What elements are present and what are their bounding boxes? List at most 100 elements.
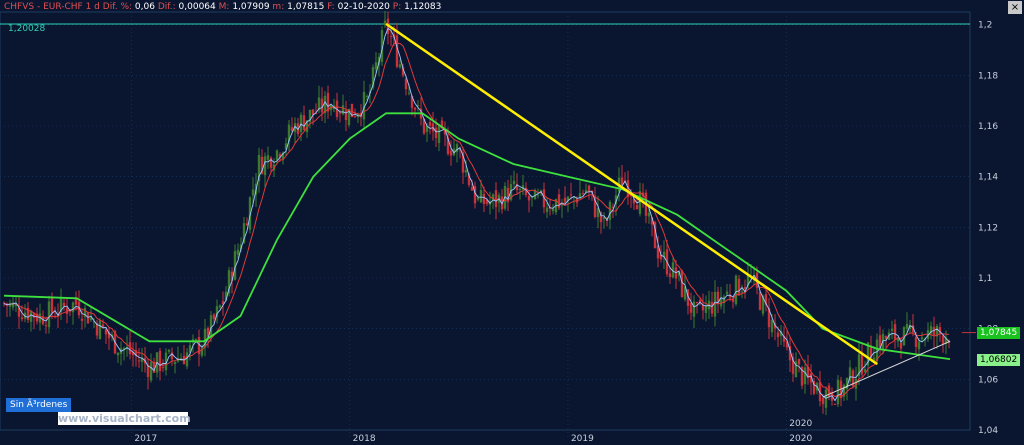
candle-body [875, 339, 879, 362]
candle-body [437, 125, 441, 144]
candle-body [158, 350, 162, 372]
candle-body [230, 271, 234, 281]
candle-body [785, 341, 789, 348]
candle-body [776, 332, 780, 338]
candle-body [362, 91, 366, 120]
diff-label: Dif.: [157, 2, 176, 12]
last-price-badge: 1,07845 [977, 327, 1021, 339]
candle-body [845, 377, 849, 390]
candle-body [908, 325, 912, 330]
candle-body [311, 109, 315, 115]
y-tick-label: 1,16 [978, 122, 998, 132]
candle-body [632, 199, 636, 204]
candle-body [284, 143, 288, 150]
candle-body [920, 337, 924, 340]
candle-body [569, 194, 573, 196]
candle-body [803, 367, 807, 385]
candle-body [659, 254, 663, 260]
candle-body [8, 303, 12, 307]
candle-body [215, 306, 219, 317]
candle-body [704, 305, 708, 313]
candle-body [65, 307, 69, 314]
candle-body [44, 325, 48, 327]
close-icon[interactable]: × [1008, 1, 1022, 14]
candle-body [734, 275, 738, 305]
candle-body [389, 36, 393, 38]
candle-body [494, 190, 498, 208]
candle-body [563, 197, 567, 203]
candle-body [851, 370, 855, 387]
support-line [822, 340, 951, 398]
candle-body [371, 67, 375, 88]
y-tick-label: 1,2 [978, 21, 992, 31]
candle-body [581, 192, 585, 194]
candle-body [713, 291, 717, 317]
candle-body [929, 326, 933, 334]
candle-body [491, 194, 495, 200]
candle-body [206, 327, 210, 339]
candle-body [278, 154, 282, 158]
candle-body [647, 212, 651, 217]
candle-body [83, 307, 87, 318]
candle-body [938, 327, 942, 334]
candle-body [413, 107, 417, 110]
ma-long-line [3, 112, 951, 360]
candle-body [860, 354, 864, 375]
candle-body [422, 118, 426, 134]
candle-body [320, 98, 324, 113]
orders-button[interactable]: Sin Ã³rdenes [6, 398, 72, 412]
candle-body [365, 96, 369, 98]
candle-body [680, 270, 684, 297]
candle-body [698, 300, 702, 303]
high-label: M: [218, 2, 230, 12]
candle-body [635, 205, 639, 210]
candle-body [218, 305, 222, 308]
candle-body [671, 262, 675, 278]
candle-body [290, 127, 294, 132]
candle-body [17, 307, 21, 317]
candle-body [689, 302, 693, 313]
candle-body [593, 195, 597, 217]
candle-body [626, 180, 630, 197]
y-tick-label: 1,1 [978, 274, 992, 284]
candle-body [935, 325, 939, 337]
candle-body [464, 169, 468, 173]
candle-body [248, 197, 252, 230]
ma-short-line [3, 42, 950, 398]
candle-body [194, 339, 198, 341]
candle-body [152, 361, 156, 373]
candle-body [800, 367, 804, 386]
candle-body [281, 152, 285, 160]
candle-body [479, 190, 483, 203]
timeframe-label: 1 d [85, 2, 100, 12]
candle-body [818, 381, 822, 402]
candle-body [944, 337, 948, 345]
candle-body [80, 318, 84, 321]
candle-body [416, 105, 420, 107]
candle-body [905, 323, 909, 329]
candle-body [383, 20, 387, 26]
diff-value: 0,00064 [178, 2, 216, 12]
candle-body [104, 328, 108, 335]
candle-body [887, 332, 891, 340]
candle-body [476, 198, 480, 200]
candle-body [884, 336, 888, 340]
diff-pct-value: 0,06 [134, 2, 155, 12]
candle-body [380, 30, 384, 62]
candle-body [653, 221, 657, 249]
candle-body [401, 66, 405, 76]
candle-body [752, 275, 756, 279]
candle-body [122, 348, 126, 350]
candle-body [692, 301, 696, 317]
diff-pct-label: Dif. %: [102, 2, 133, 12]
x-tick-label: 2017 [134, 434, 157, 444]
candle-body [92, 321, 96, 323]
candle-body [275, 150, 279, 161]
y-tick-label: 1,04 [978, 426, 998, 436]
candle-body [443, 129, 447, 135]
candle-body [878, 335, 882, 349]
candle-body [269, 157, 273, 168]
candle-body [197, 337, 201, 355]
